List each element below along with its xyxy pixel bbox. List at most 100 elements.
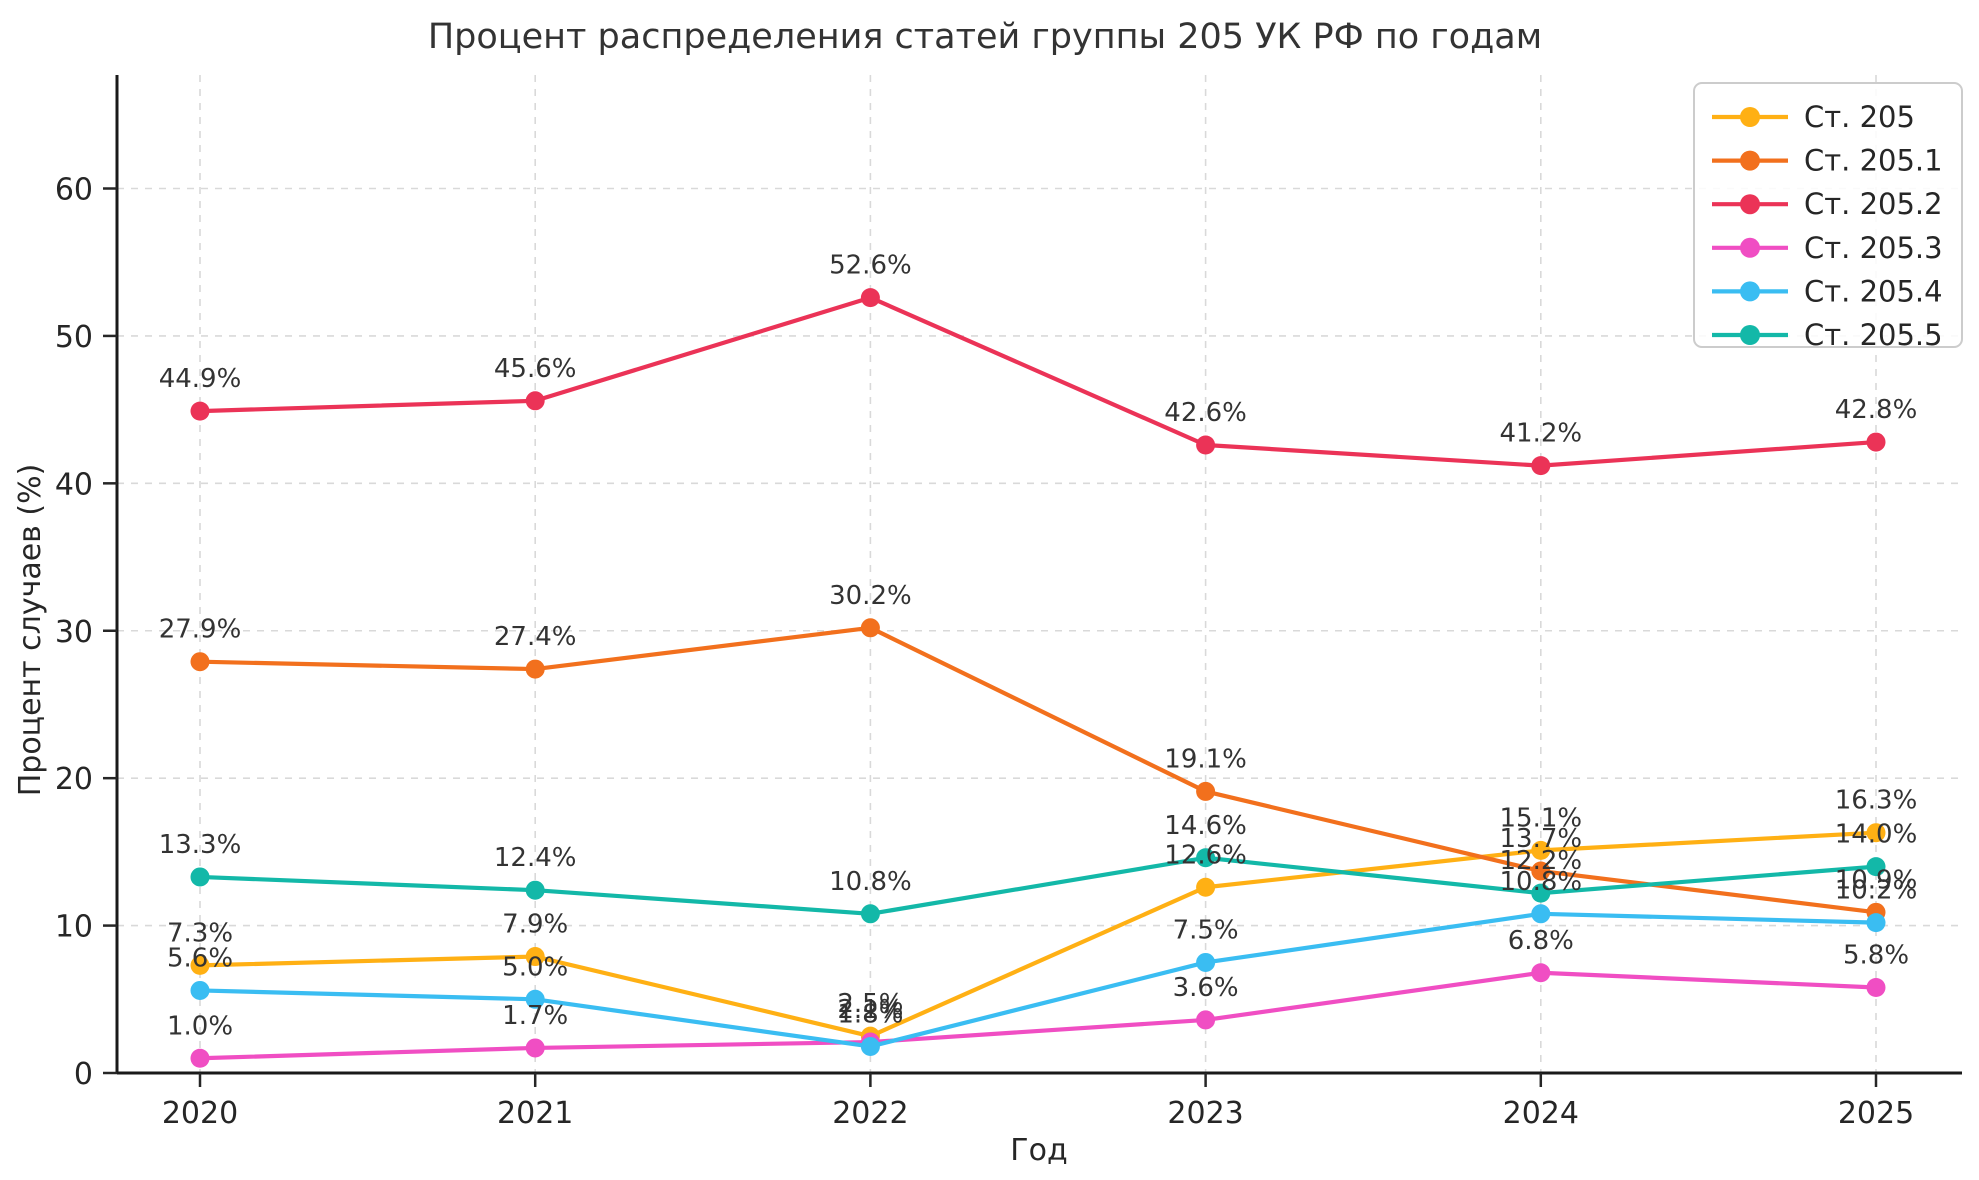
point-label: 13.7% bbox=[1499, 824, 1582, 854]
data-point bbox=[190, 955, 210, 975]
point-label: 12.2% bbox=[1499, 846, 1582, 876]
legend-item-label: Ст. 205.2 bbox=[1804, 187, 1943, 221]
data-point bbox=[860, 1036, 880, 1056]
point-label: 1.7% bbox=[502, 1001, 568, 1031]
data-point bbox=[190, 652, 210, 672]
series-line-Ст. 205.5 bbox=[197, 855, 1879, 916]
point-label: 5.6% bbox=[167, 943, 233, 973]
x-axis-title: Год bbox=[1010, 1133, 1067, 1168]
x-tick-label: 2020 bbox=[162, 1096, 238, 1131]
point-label: 44.9% bbox=[159, 364, 242, 394]
point-label: 10.9% bbox=[1835, 865, 1918, 895]
x-tick-label: 2022 bbox=[832, 1096, 908, 1131]
point-label: 6.8% bbox=[1508, 926, 1574, 956]
data-point bbox=[1196, 848, 1216, 868]
point-label: 27.9% bbox=[159, 615, 242, 645]
point-label: 7.3% bbox=[167, 918, 233, 948]
point-label: 52.6% bbox=[829, 251, 912, 281]
data-point bbox=[525, 880, 545, 900]
data-point bbox=[1196, 877, 1216, 897]
point-label: 3.6% bbox=[1173, 973, 1239, 1003]
series-line-Ст. 205.1 bbox=[197, 625, 1879, 915]
point-label: 10.8% bbox=[829, 867, 912, 897]
point-label: 14.6% bbox=[1164, 811, 1247, 841]
data-point bbox=[190, 1048, 210, 1068]
point-label: 42.6% bbox=[1164, 398, 1247, 428]
point-label: 2.1% bbox=[837, 995, 903, 1025]
y-tick-label: 50 bbox=[55, 320, 93, 355]
data-point bbox=[1531, 840, 1551, 860]
x-tick-label: 2024 bbox=[1503, 1096, 1579, 1131]
series-line-Ст. 205 bbox=[197, 830, 1879, 1039]
y-tick-label: 40 bbox=[55, 467, 93, 502]
legend-item: Ст. 205.1 bbox=[1712, 144, 1943, 178]
legend-item: Ст. 205.3 bbox=[1712, 231, 1943, 265]
legend-item-label: Ст. 205.5 bbox=[1804, 318, 1943, 352]
data-point bbox=[860, 904, 880, 924]
data-point bbox=[1196, 435, 1216, 455]
data-point bbox=[1866, 823, 1886, 843]
point-label: 27.4% bbox=[494, 622, 577, 652]
y-tick-label: 0 bbox=[74, 1057, 93, 1092]
point-label: 45.6% bbox=[494, 354, 577, 384]
point-label: 10.8% bbox=[1499, 867, 1582, 897]
data-point bbox=[1531, 963, 1551, 983]
data-point bbox=[525, 947, 545, 967]
point-label: 12.4% bbox=[494, 843, 577, 873]
data-point bbox=[190, 867, 210, 887]
point-label: 15.1% bbox=[1499, 803, 1582, 833]
data-point bbox=[1531, 883, 1551, 903]
data-point bbox=[525, 989, 545, 1009]
legend: Ст. 205 Ст. 205.1 Ст. 205.2 Ст. 205.3 Ст. 20… bbox=[1693, 82, 1963, 352]
legend-item: Ст. 205.5 bbox=[1712, 318, 1943, 352]
point-label: 42.8% bbox=[1835, 395, 1918, 425]
legend-marker-icon bbox=[1740, 281, 1760, 302]
data-point bbox=[1531, 904, 1551, 924]
legend-item-label: Ст. 205.3 bbox=[1804, 231, 1943, 265]
point-label: 1.8% bbox=[837, 999, 903, 1029]
data-point bbox=[190, 401, 210, 421]
x-tick-label: 2021 bbox=[497, 1096, 573, 1131]
x-tick-label: 2023 bbox=[1167, 1096, 1243, 1131]
data-series bbox=[190, 288, 1886, 1068]
legend-marker-icon bbox=[1740, 150, 1760, 171]
data-point bbox=[1196, 1010, 1216, 1030]
data-point bbox=[190, 980, 210, 1000]
legend-item: Ст. 205.2 bbox=[1712, 187, 1943, 221]
y-tick-label: 60 bbox=[55, 173, 93, 208]
point-label: 2.5% bbox=[837, 989, 903, 1019]
point-labels: 7.3% 7.9% 2.5% 12.6% 15.1% 16.3% 27.9% 27.4% 30.… bbox=[159, 251, 1918, 1042]
data-point bbox=[1531, 861, 1551, 881]
point-label: 5.8% bbox=[1843, 940, 1909, 970]
y-tick-label: 20 bbox=[55, 762, 93, 797]
point-label: 13.3% bbox=[159, 830, 242, 860]
data-point bbox=[1196, 781, 1216, 801]
point-label: 1.0% bbox=[167, 1011, 233, 1041]
legend-marker-icon bbox=[1740, 194, 1760, 215]
series-line-Ст. 205.2 bbox=[197, 295, 1879, 468]
legend-item: Ст. 205.4 bbox=[1712, 274, 1943, 308]
data-point bbox=[525, 659, 545, 679]
point-label: 10.2% bbox=[1835, 876, 1918, 906]
grid-lines bbox=[117, 75, 1962, 1073]
data-point bbox=[1866, 913, 1886, 933]
chart-title: Процент распределения статей группы 205 … bbox=[428, 17, 1542, 57]
series-line-Ст. 205.4 bbox=[197, 911, 1879, 1049]
y-tick-label: 10 bbox=[55, 910, 93, 945]
point-label: 41.2% bbox=[1499, 419, 1582, 449]
data-point bbox=[860, 288, 880, 308]
legend-frame bbox=[1693, 82, 1963, 348]
data-point bbox=[525, 391, 545, 411]
data-point bbox=[1866, 857, 1886, 877]
point-label: 14.0% bbox=[1835, 820, 1918, 850]
legend-item-label: Ст. 205 bbox=[1804, 100, 1915, 134]
data-point bbox=[860, 618, 880, 638]
y-axis-title: Процент случаев (%) bbox=[13, 464, 48, 797]
point-label: 7.9% bbox=[502, 910, 568, 940]
legend-item-label: Ст. 205.4 bbox=[1804, 274, 1943, 308]
point-label: 16.3% bbox=[1835, 786, 1918, 816]
x-tick-label: 2025 bbox=[1838, 1096, 1914, 1131]
legend-item-label: Ст. 205.1 bbox=[1804, 144, 1943, 178]
